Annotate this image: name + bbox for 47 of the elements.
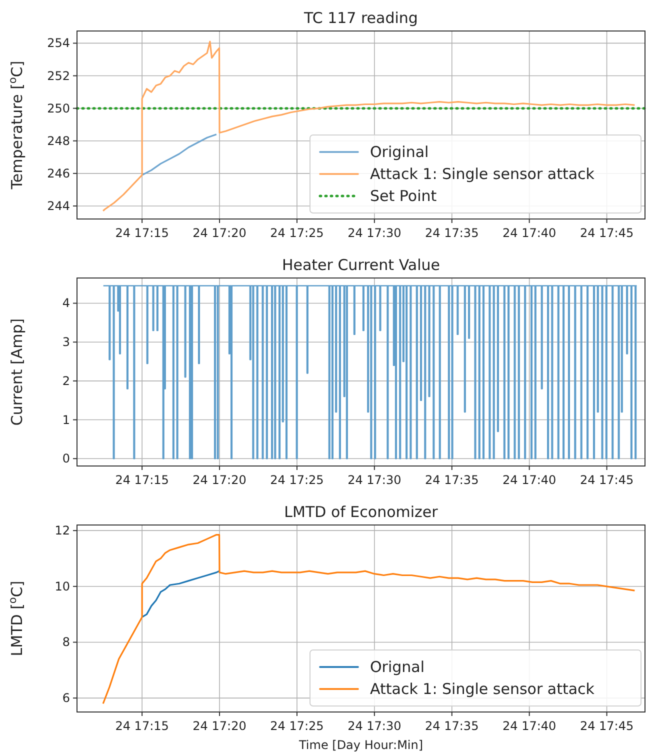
x-tick-label: 24 17:45: [580, 473, 634, 487]
y-tick-label: 1: [62, 412, 70, 427]
x-tick-label: 24 17:20: [192, 473, 246, 487]
x-tick-label: 24 17:15: [115, 473, 169, 487]
x-tick-label: 24 17:20: [192, 226, 246, 240]
x-tick-label: 24 17:45: [580, 226, 634, 240]
y-tick-label: 12: [54, 524, 70, 538]
legend-label: Attack 1: Single sensor attack: [370, 680, 595, 698]
y-tick-label: 248: [47, 134, 70, 148]
y-axis-title: Current [Amp]: [8, 318, 26, 426]
y-tick-label: 2: [62, 374, 70, 388]
x-tick-label: 24 17:35: [425, 226, 479, 240]
y-tick-label: 252: [47, 68, 70, 83]
legend-label: Attack 1: Single sensor attack: [370, 165, 595, 183]
y-tick-label: 0: [62, 452, 70, 466]
chart-title: TC 117 reading: [303, 9, 418, 27]
chart-title: Heater Current Value: [282, 256, 440, 274]
y-tick-label: 250: [47, 101, 70, 116]
chart-title: LMTD of Economizer: [284, 503, 439, 521]
y-tick-label: 244: [47, 198, 70, 213]
x-tick-label: 24 17:20: [192, 719, 246, 733]
x-tick-label: 24 17:30: [348, 719, 402, 733]
x-tick-label: 24 17:15: [115, 226, 169, 240]
x-tick-label: 24 17:40: [502, 473, 556, 487]
x-axis-title: Time [Day Hour:Min]: [298, 738, 424, 752]
y-tick-label: 246: [47, 166, 70, 180]
x-tick-label: 24 17:45: [580, 719, 634, 733]
legend-label: Set Point: [370, 187, 437, 205]
x-tick-label: 24 17:35: [425, 473, 479, 487]
x-tick-label: 24 17:40: [502, 719, 556, 733]
x-tick-label: 24 17:30: [348, 473, 402, 487]
x-tick-label: 24 17:25: [270, 473, 324, 487]
line-series: [141, 134, 218, 176]
y-tick-label: 6: [62, 691, 70, 706]
x-tick-label: 24 17:35: [425, 719, 479, 733]
x-tick-label: 24 17:40: [502, 226, 556, 240]
x-tick-label: 24 17:25: [270, 226, 324, 240]
legend-label: Original: [370, 143, 429, 161]
x-tick-label: 24 17:15: [115, 719, 169, 733]
x-tick-label: 24 17:30: [348, 226, 402, 240]
y-tick-label: 254: [47, 36, 70, 50]
y-tick-label: 4: [62, 296, 70, 310]
x-tick-label: 24 17:25: [270, 719, 324, 733]
y-tick-label: 3: [62, 335, 70, 350]
y-tick-label: 8: [62, 635, 70, 650]
y-tick-label: 10: [54, 579, 70, 594]
legend-label: Orignal: [370, 658, 425, 676]
